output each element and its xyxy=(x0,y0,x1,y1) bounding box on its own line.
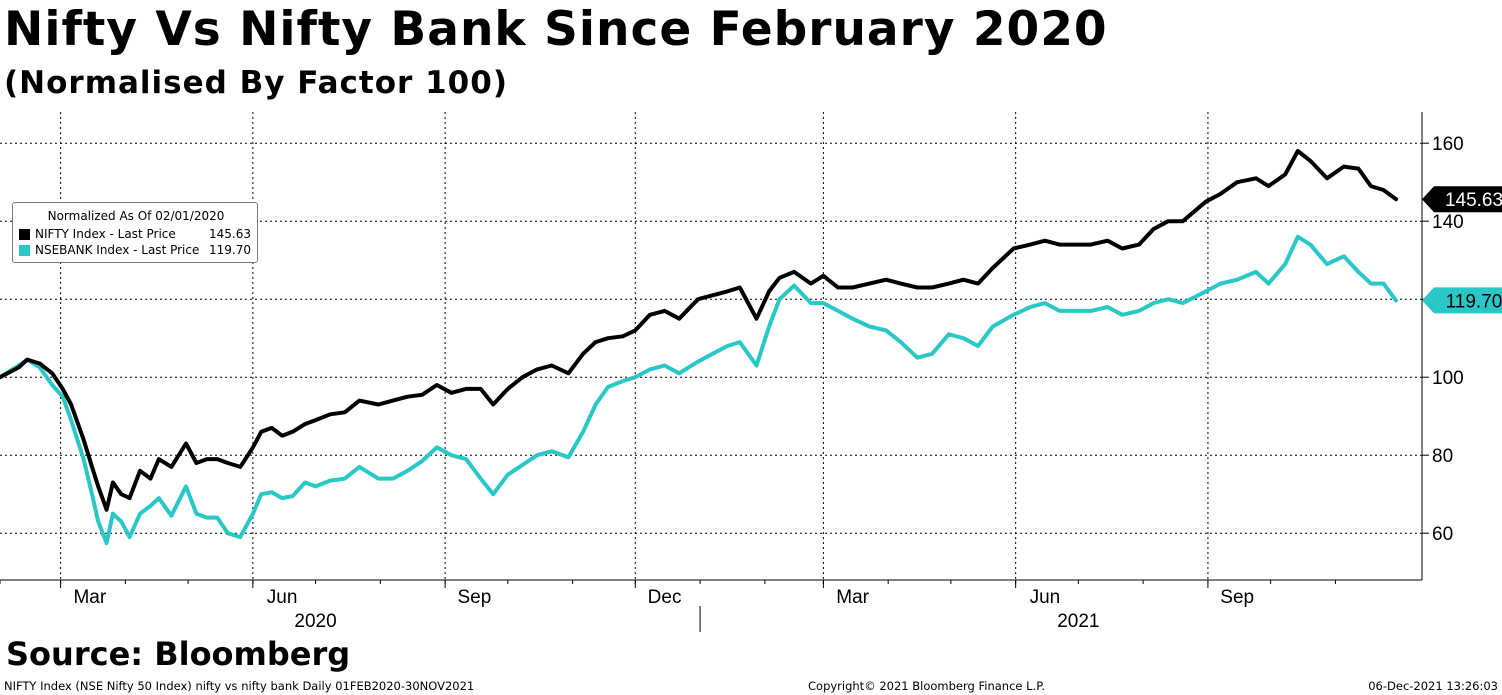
x-tick-label: Sep xyxy=(1220,587,1254,608)
source-label: Source: Bloomberg xyxy=(6,635,351,673)
x-tick-label: Jun xyxy=(1030,587,1061,608)
x-tick-label: Sep xyxy=(457,587,491,608)
x-tick-label: Mar xyxy=(836,587,869,608)
last-value-box xyxy=(1422,287,1502,314)
series-line-nsebank xyxy=(0,234,1398,545)
y-tick-label: 140 xyxy=(1432,212,1464,233)
legend-value-nifty: 145.63 xyxy=(209,227,251,241)
axes: 6080100120140160MarJunSepDecMarJunSep202… xyxy=(0,112,1464,632)
chart-subtitle: (Normalised By Factor 100) xyxy=(4,65,508,101)
legend-value-nsebank: 119.70 xyxy=(209,243,251,257)
legend: Normalized As Of 02/01/2020 NIFTY Index … xyxy=(12,202,258,263)
last-value-box xyxy=(1422,186,1502,213)
footer-copyright: Copyright© 2021 Bloomberg Finance L.P. xyxy=(808,679,1045,693)
footer-timestamp: 06-Dec-2021 13:26:03 xyxy=(1368,679,1498,693)
last-value-label-nsebank: 119.70 xyxy=(1422,287,1502,314)
y-tick-label: 60 xyxy=(1432,524,1453,545)
legend-swatch-nsebank xyxy=(19,245,30,256)
last-value-text: 119.70 xyxy=(1446,291,1502,312)
legend-swatch-nifty xyxy=(19,229,30,240)
x-tick-label: Mar xyxy=(73,587,106,608)
series-line-nifty xyxy=(0,149,1398,512)
legend-title: Normalized As Of 02/01/2020 xyxy=(47,209,225,223)
y-tick-label: 100 xyxy=(1432,368,1464,389)
y-tick-label: 80 xyxy=(1432,446,1453,467)
legend-label-nifty: NIFTY Index - Last Price xyxy=(35,227,176,241)
legend-item-nsebank: NSEBANK Index - Last Price 119.70 xyxy=(19,243,251,258)
legend-label-nsebank: NSEBANK Index - Last Price xyxy=(35,243,200,257)
series-lines xyxy=(0,149,1398,545)
x-tick-label: Dec xyxy=(648,587,682,608)
x-year-label: 2020 xyxy=(294,611,336,632)
footer-description: NIFTY Index (NSE Nifty 50 Index) nifty v… xyxy=(4,679,475,693)
grid-lines xyxy=(0,112,1422,580)
legend-item-nifty: NIFTY Index - Last Price 145.63 xyxy=(19,227,251,242)
y-tick-label: 160 xyxy=(1432,134,1464,155)
chart-title: Nifty Vs Nifty Bank Since February 2020 xyxy=(4,2,1108,57)
x-tick-label: Jun xyxy=(267,587,298,608)
last-value-label-nifty: 145.63 xyxy=(1422,186,1502,213)
x-year-label: 2021 xyxy=(1057,611,1099,632)
last-value-text: 145.63 xyxy=(1445,190,1502,211)
last-value-labels: 145.63 119.70 xyxy=(1422,186,1502,314)
